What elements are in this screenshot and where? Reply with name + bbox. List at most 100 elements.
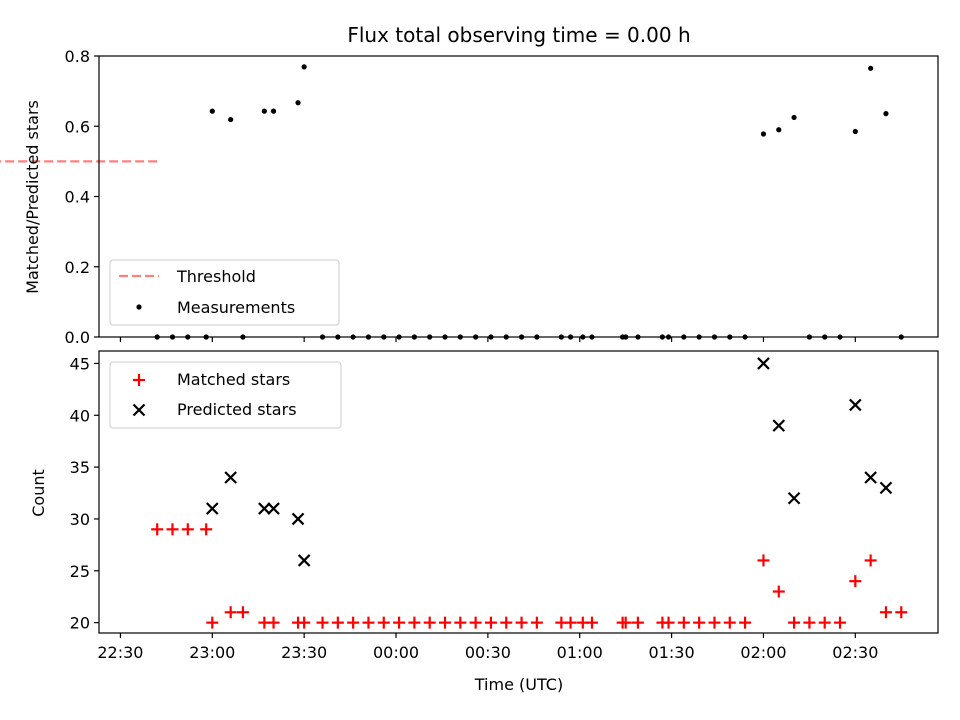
chart-title: Flux total observing time = 0.00 h bbox=[347, 23, 690, 47]
x-tick-label: 01:30 bbox=[649, 643, 695, 662]
matched-star-marker bbox=[484, 616, 497, 629]
measurement-point bbox=[852, 128, 858, 135]
legend-x-marker bbox=[132, 403, 146, 417]
measurement-point bbox=[228, 116, 234, 123]
predicted-star-marker bbox=[291, 512, 305, 526]
predicted-star-marker bbox=[267, 502, 280, 515]
predicted-star-marker bbox=[206, 502, 219, 515]
bottom-axes: 20 25 30 35 40 45 22:30 23:00 23:30 00:00 00:30 01:… bbox=[70, 350, 939, 662]
matched-star-marker bbox=[181, 523, 194, 536]
matched-star-marker bbox=[619, 616, 632, 629]
legend-plus-marker bbox=[133, 374, 145, 386]
matched-star-marker bbox=[298, 616, 311, 629]
matched-star-marker bbox=[408, 616, 421, 629]
matched-star-marker bbox=[267, 616, 280, 629]
predicted-star-marker bbox=[879, 481, 893, 495]
matched-star-marker bbox=[772, 585, 785, 598]
matched-star-marker bbox=[723, 616, 736, 629]
bottom-plot-area bbox=[151, 357, 908, 629]
legend-measurements-label: Measurements bbox=[177, 298, 295, 317]
matched-star-marker bbox=[757, 554, 770, 567]
bottom-y-tick-label: 30 bbox=[70, 510, 90, 529]
legend-threshold-label: Threshold bbox=[176, 267, 256, 286]
matched-star-marker bbox=[677, 616, 690, 629]
x-tick-label: 00:00 bbox=[373, 643, 419, 662]
x-tick-label: 23:00 bbox=[189, 643, 235, 662]
measurement-point bbox=[261, 108, 267, 114]
legend-matched-label: Matched stars bbox=[177, 370, 290, 389]
matched-star-marker bbox=[818, 616, 831, 629]
matched-star-marker bbox=[316, 616, 329, 629]
matched-star-marker bbox=[362, 616, 375, 629]
top-y-tick-label: 0.6 bbox=[65, 117, 90, 136]
matched-star-marker bbox=[564, 616, 577, 629]
matched-star-marker bbox=[849, 575, 862, 588]
matched-star-marker bbox=[166, 523, 179, 536]
x-tick-label: 02:30 bbox=[832, 643, 878, 662]
predicted-star-marker bbox=[787, 491, 801, 505]
legend-matched-swatch bbox=[133, 374, 145, 386]
matched-star-marker bbox=[515, 616, 528, 629]
top-y-tick-label: 0.0 bbox=[65, 328, 90, 347]
x-tick-label: 02:00 bbox=[740, 643, 786, 662]
bottom-legend-frame bbox=[109, 361, 342, 429]
predicted-star-marker bbox=[864, 471, 877, 484]
matched-star-marker bbox=[788, 616, 801, 629]
predicted-star-marker bbox=[258, 502, 271, 515]
measurement-point bbox=[209, 108, 215, 114]
matched-star-marker bbox=[585, 616, 598, 629]
x-tick-label: 01:00 bbox=[557, 643, 603, 662]
matched-star-marker bbox=[631, 616, 644, 629]
matched-star-marker bbox=[151, 523, 164, 536]
x-tick-label: 23:30 bbox=[281, 643, 327, 662]
top-y-tick-label: 0.8 bbox=[65, 47, 90, 66]
top-y-tick-label: 0.4 bbox=[65, 188, 90, 207]
predicted-star-marker bbox=[849, 398, 862, 412]
measurement-point bbox=[776, 127, 782, 133]
matched-star-marker bbox=[423, 616, 436, 629]
bottom-legend: Matched stars Predicted stars bbox=[109, 361, 342, 429]
matched-star-marker bbox=[708, 616, 721, 629]
measurement-point bbox=[295, 100, 301, 106]
matched-star-marker bbox=[377, 616, 390, 629]
bottom-y-tick-label: 35 bbox=[70, 458, 90, 477]
matched-star-marker bbox=[347, 616, 360, 629]
bottom-y-tick-label: 20 bbox=[70, 614, 90, 633]
matched-star-marker bbox=[739, 616, 752, 629]
legend-measurements-swatch bbox=[136, 304, 142, 310]
predicted-star-marker bbox=[224, 471, 237, 484]
predicted-star-marker bbox=[297, 554, 311, 567]
x-axis-label: Time (UTC) bbox=[474, 675, 563, 694]
bottom-y-tick-label: 45 bbox=[70, 354, 90, 373]
bottom-y-axis-label: Count bbox=[29, 469, 48, 517]
matched-star-marker bbox=[895, 606, 908, 619]
bottom-axes-frame bbox=[98, 350, 939, 634]
top-y-tick-label: 0.2 bbox=[65, 258, 90, 277]
bottom-y-tick-label: 40 bbox=[70, 406, 90, 425]
matched-star-marker bbox=[530, 616, 543, 629]
top-y-axis-label: Matched/Predicted stars bbox=[23, 100, 42, 294]
matched-star-marker bbox=[693, 616, 706, 629]
measurement-point bbox=[760, 131, 767, 137]
matched-star-marker bbox=[200, 523, 213, 536]
matched-star-marker bbox=[454, 616, 467, 629]
matched-star-marker bbox=[393, 616, 406, 629]
legend-predicted-swatch bbox=[132, 403, 146, 417]
predicted-star-marker bbox=[772, 419, 786, 432]
x-tick-label: 22:30 bbox=[97, 643, 143, 662]
matched-star-marker bbox=[224, 606, 237, 619]
matched-star-marker bbox=[206, 616, 219, 629]
matched-star-marker bbox=[803, 616, 816, 629]
bottom-y-tick-label: 25 bbox=[70, 562, 90, 581]
measurement-point bbox=[270, 108, 277, 114]
matched-star-marker bbox=[879, 606, 892, 619]
matched-star-marker bbox=[331, 616, 344, 629]
measurement-point bbox=[883, 111, 889, 117]
measurement-point bbox=[791, 114, 797, 121]
matched-star-marker bbox=[864, 554, 877, 567]
matched-star-marker bbox=[439, 616, 452, 629]
legend-predicted-label: Predicted stars bbox=[177, 400, 297, 419]
matched-star-marker bbox=[500, 616, 513, 629]
matched-star-marker bbox=[236, 606, 249, 619]
